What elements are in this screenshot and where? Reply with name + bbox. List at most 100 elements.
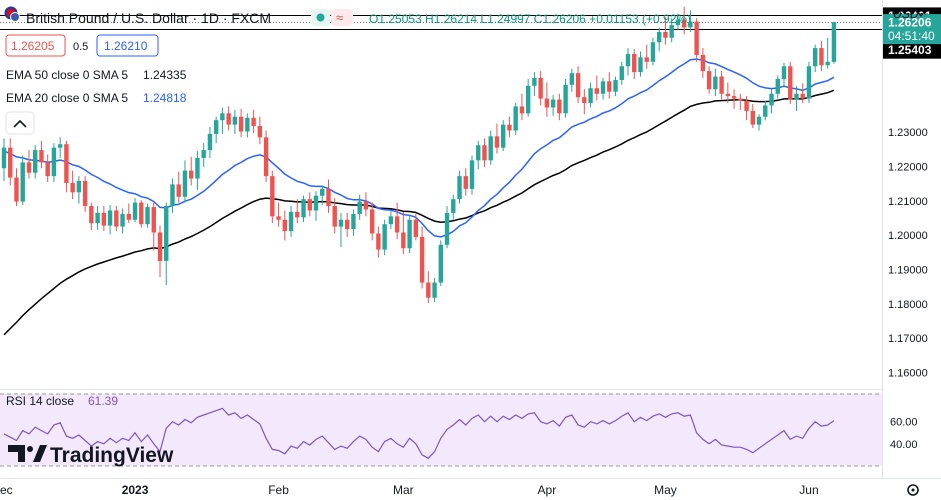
countdown-label: 04:51:40: [888, 29, 935, 43]
candle-down: [82, 180, 88, 207]
candle-down: [189, 170, 194, 179]
candle-up: [245, 117, 250, 132]
price-tag-label: 1.25403: [888, 43, 932, 57]
candle-up: [669, 25, 674, 38]
candle-down: [26, 162, 32, 173]
candle-down: [681, 19, 687, 28]
symbol-title[interactable]: British Pound / U.S. Dollar · 1D · FXCM: [26, 10, 271, 26]
currency-label[interactable]: USD: [893, 7, 919, 21]
candle-down: [594, 88, 599, 94]
candle-up: [657, 31, 662, 43]
candle-down: [744, 100, 749, 111]
market-status-toggle[interactable]: [331, 9, 353, 26]
ask-price: 1.26210: [104, 39, 148, 53]
candle-down: [101, 212, 107, 226]
candle-up: [806, 66, 812, 99]
candle-up: [756, 116, 762, 125]
rsi-path: [3, 407, 835, 459]
rsi-tick-label: 60.00: [890, 417, 918, 429]
time-tick-label: Feb: [268, 483, 289, 497]
horizontal-levels: [0, 15, 882, 30]
candle-down: [263, 137, 269, 177]
waves-icon: ≈: [336, 10, 343, 25]
candle-down: [544, 98, 550, 108]
candle-up: [201, 150, 206, 158]
candle-up: [550, 99, 556, 108]
candle-down: [251, 117, 256, 127]
price-tick-label: 1.21000: [888, 196, 928, 208]
main-pane[interactable]: [0, 0, 882, 388]
candle-up: [382, 224, 387, 250]
logo-text: TradingView: [50, 444, 174, 467]
chevron-down-icon: [917, 11, 925, 17]
candle-down: [238, 116, 244, 132]
candle-down: [394, 216, 400, 233]
candle-down: [663, 31, 668, 38]
candle-down: [788, 66, 793, 100]
candle-down: [719, 76, 724, 94]
candle-down: [731, 96, 737, 99]
buy-box[interactable]: [96, 34, 159, 57]
candle-up: [825, 61, 830, 66]
ema20-label[interactable]: EMA 20 close 0 SMA 5: [6, 91, 128, 105]
logo-dot: [27, 446, 33, 452]
candle-up: [213, 120, 219, 134]
price-axis-ticks: 1.23000 1.22000 1.21000 1.20000 1.19000 1.180…: [888, 127, 928, 379]
legend-header: British Pound / U.S. Dollar · 1D · FXCM …: [4, 6, 691, 408]
current-price-label: 1.26206: [888, 16, 932, 30]
candle-down: [750, 110, 755, 125]
logo-shape: [33, 445, 47, 462]
candle-up: [513, 106, 518, 131]
candle-up: [476, 145, 481, 161]
candle-down: [307, 199, 312, 211]
tradingview-logo: TradingView: [8, 444, 174, 467]
candle-down: [114, 210, 119, 227]
candle-up: [638, 57, 643, 73]
candle-up: [451, 199, 456, 213]
candle-down: [507, 124, 512, 131]
candle-down: [582, 97, 587, 104]
candle-down: [157, 232, 163, 261]
candle-up: [813, 48, 818, 67]
candle-down: [482, 145, 487, 161]
time-tick-label: May: [654, 483, 677, 497]
rsi-band: [0, 394, 882, 466]
candle-up: [831, 22, 837, 62]
sell-box[interactable]: [5, 34, 66, 57]
candle-up: [532, 77, 537, 86]
candle-up: [457, 176, 462, 200]
candle-down: [363, 201, 369, 210]
candle-down: [725, 93, 731, 97]
time-tick-label: ec: [0, 483, 13, 497]
candle-up: [182, 170, 188, 197]
candle-up: [563, 84, 568, 114]
ema20-line: [3, 58, 835, 238]
status-dot-icon: [316, 13, 325, 22]
usd-flag-icon: [10, 12, 20, 22]
time-axis-ticks: ec 2023 Feb Mar Apr May Jun: [0, 483, 819, 497]
rsi-label[interactable]: RSI 14 close: [6, 394, 74, 408]
candle-down: [463, 176, 468, 189]
ema50-label[interactable]: EMA 50 close 0 SMA 5: [6, 68, 128, 82]
candle-up: [794, 93, 799, 100]
candle-up: [170, 184, 175, 207]
candle-up: [51, 147, 57, 177]
price-tick-label: 1.23000: [888, 127, 928, 139]
candle-up: [132, 202, 138, 220]
settings-gear-icon[interactable]: [907, 484, 919, 496]
price-tick-label: 1.22000: [888, 162, 928, 174]
candle-up: [438, 244, 443, 283]
rsi-axis-ticks: 60.00 40.00: [890, 417, 918, 451]
candle-down: [519, 106, 525, 114]
current-price-tag: [883, 14, 941, 45]
candle-up: [713, 76, 718, 90]
candle-up: [338, 219, 344, 227]
candle-down: [557, 99, 562, 114]
rsi-tick-label: 40.00: [890, 439, 918, 451]
candle-up: [1, 147, 7, 169]
candle-down: [326, 188, 331, 207]
candle-down: [706, 71, 712, 90]
collapse-legend-button[interactable]: [5, 111, 35, 135]
time-tick-label: Mar: [393, 483, 414, 497]
ema20-path: [3, 58, 835, 238]
